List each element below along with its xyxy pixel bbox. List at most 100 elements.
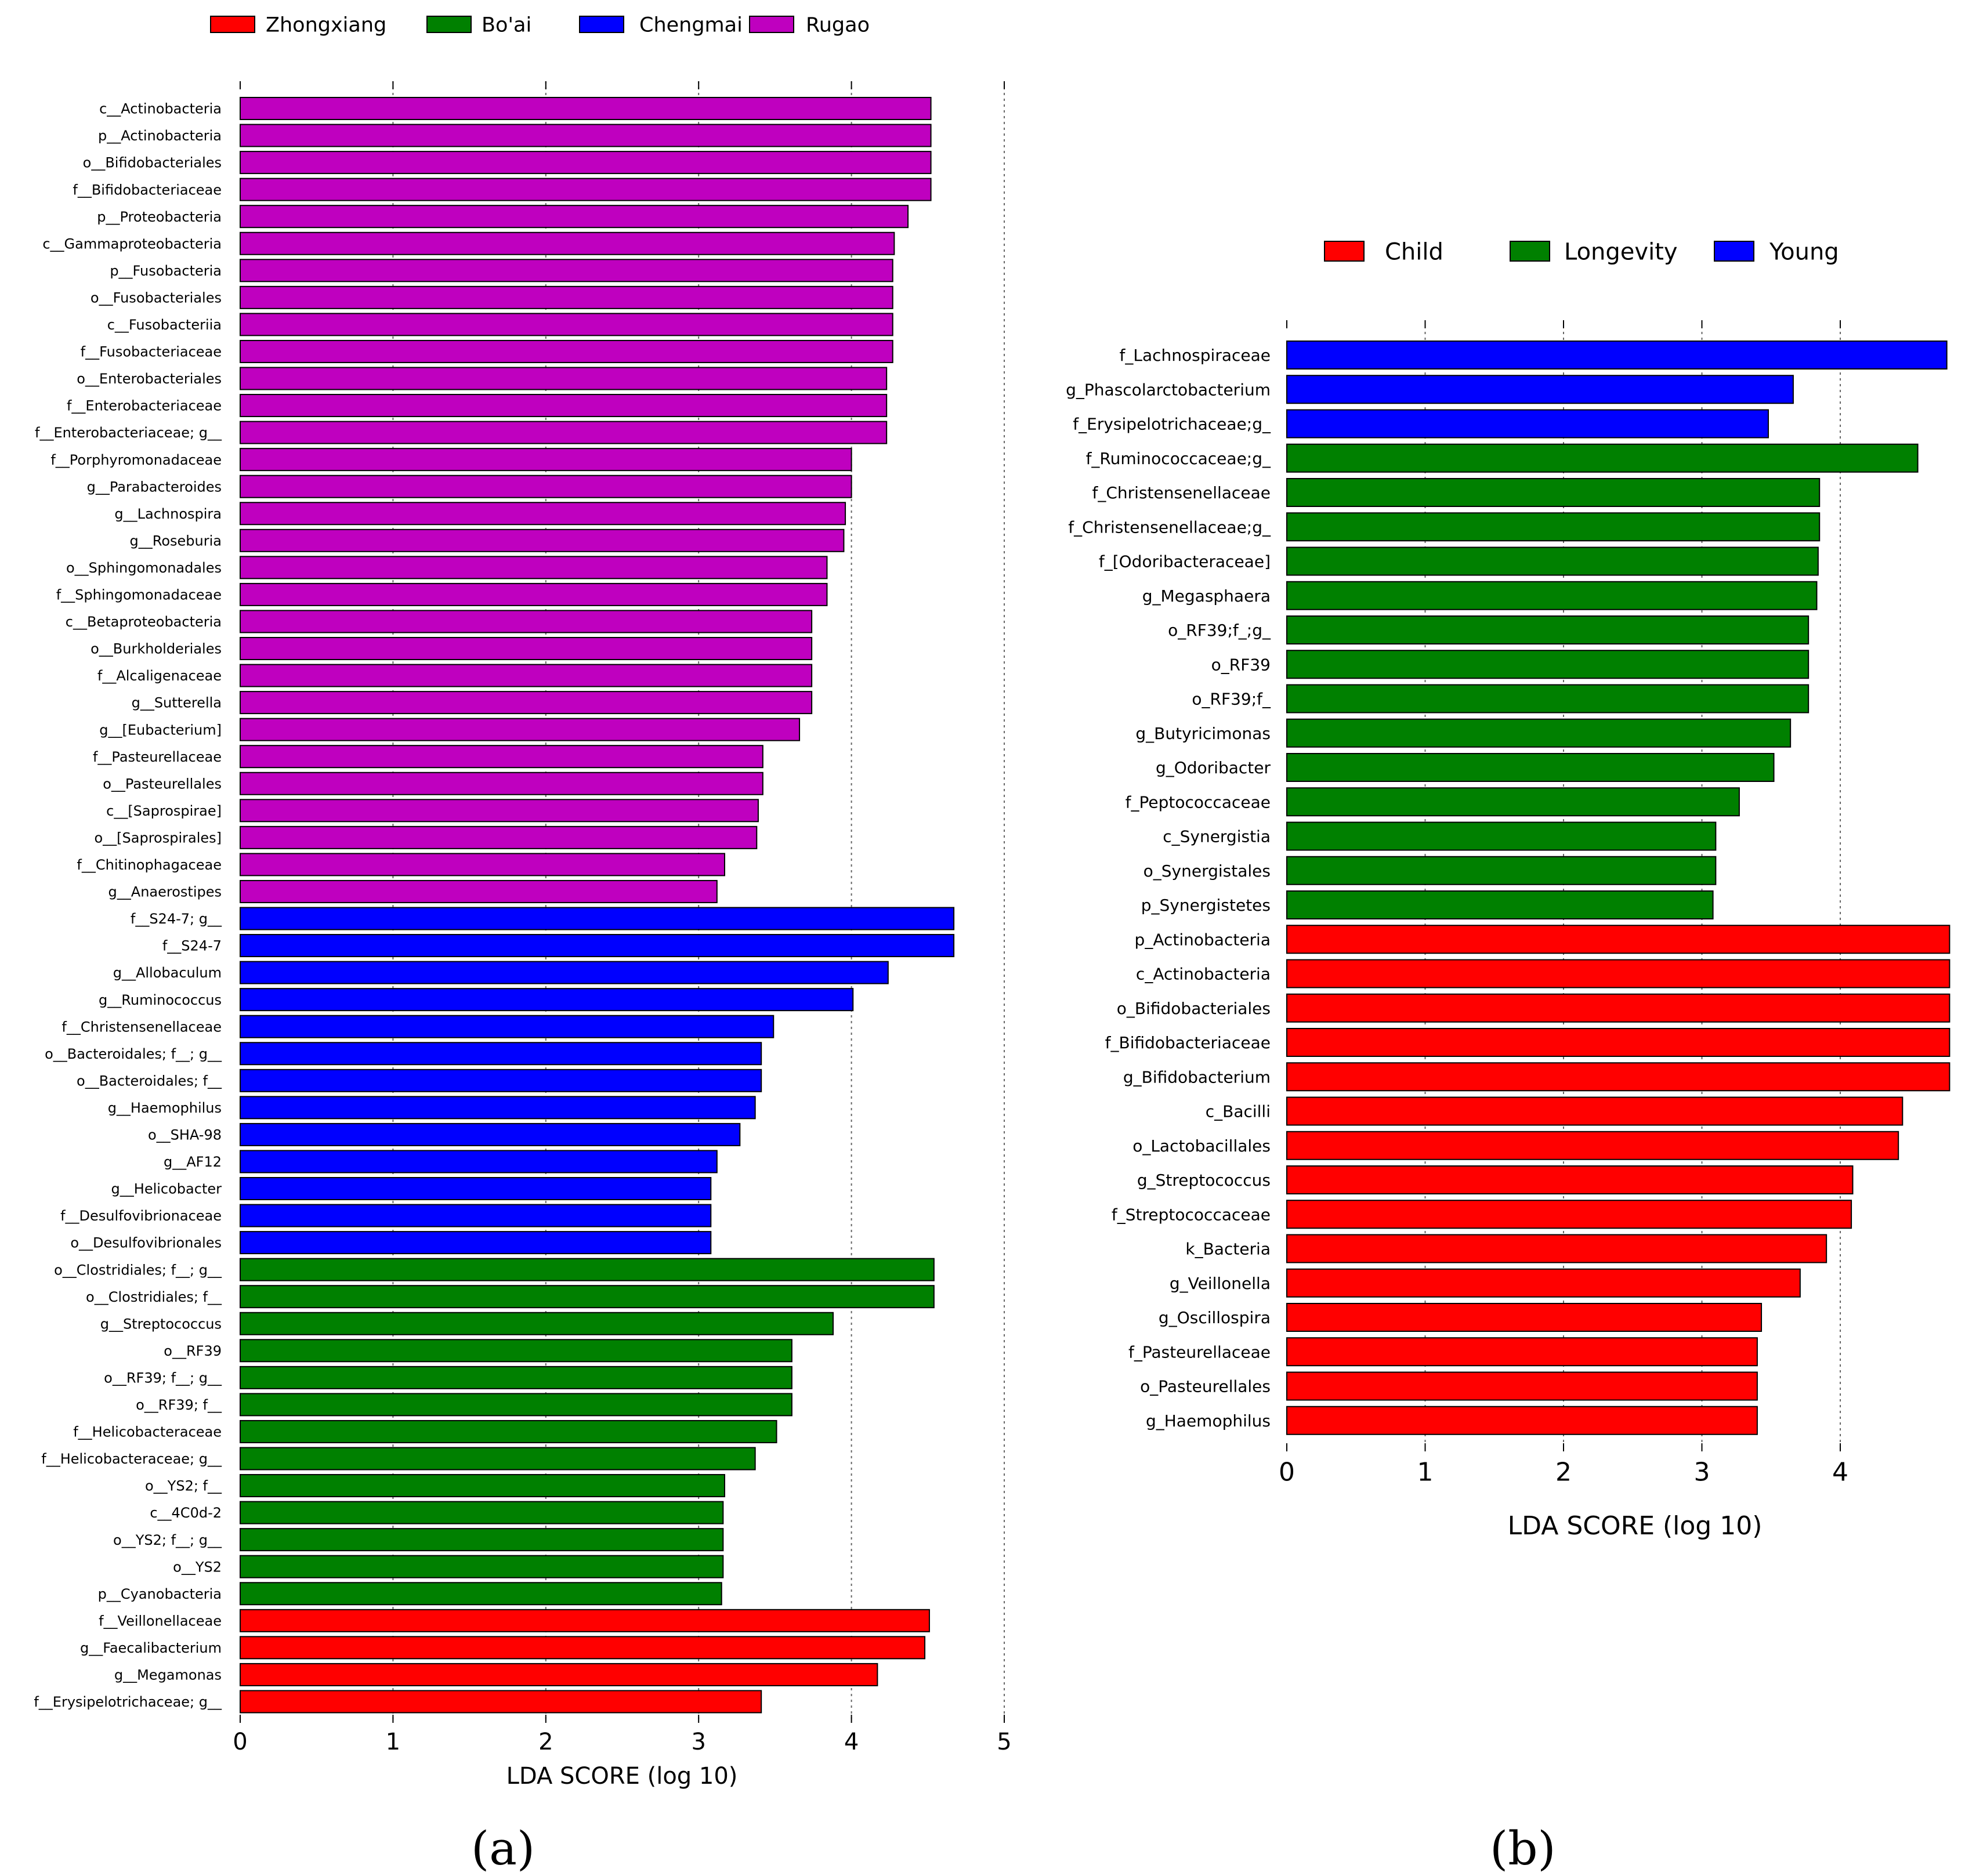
bar-label: f_Streptococcaceae [1112,1205,1271,1224]
bar-label: c_Bacilli [1206,1102,1271,1121]
bar-label: c__Fusobacteriia [107,317,222,333]
tick-label: 4 [1832,1458,1848,1487]
bar [1286,1131,1899,1160]
bar-label: o__YS2; f__ [145,1478,222,1494]
bar [1286,478,1821,507]
bar-label: c_Synergistia [1163,827,1271,846]
legend-swatch [1510,241,1550,262]
bar [1286,650,1810,679]
bar [1286,959,1950,988]
bar-label: f__Sphingomonadaceae [56,587,222,603]
bar [240,610,813,633]
bar-label: c_Actinobacteria [1136,965,1271,984]
legend-label: Rugao [806,14,870,37]
legend-swatch [1714,241,1754,262]
bar-label: g_Veillonella [1170,1274,1271,1293]
bar-label: o_RF39;f_ [1192,690,1271,709]
bar [240,907,955,930]
bar [240,582,828,606]
legend-swatch [426,16,472,33]
bar [1286,1268,1801,1298]
bar [240,934,955,958]
bar-label: f_Ruminococcaceae;g_ [1086,449,1271,468]
bar [1286,1406,1758,1435]
bar [1286,787,1740,817]
bar-label: f__Christensenellaceae [61,1019,222,1035]
bar [240,528,845,552]
bar [240,448,852,472]
bar-label: f__Erysipelotrichaceae; g__ [34,1694,222,1710]
bar [240,1231,712,1255]
bar [1286,684,1810,714]
legend-label: Longevity [1564,238,1678,265]
bar [1286,409,1769,439]
tick-label: 1 [1417,1458,1434,1487]
bar-label: o__YS2; f__; g__ [113,1532,222,1548]
bar [240,1150,718,1174]
bar-label: g__Ruminococcus [99,992,222,1008]
bar-label: g_Oscillospira [1159,1308,1271,1327]
bar-label: o__Clostridiales; f__ [86,1289,222,1305]
bar [240,961,889,984]
tick-label: 1 [386,1729,400,1755]
bar-label: o__[Saprospirales] [94,830,222,846]
bar-label: o__Pasteurellales [103,776,222,792]
bar [1286,890,1714,919]
bar-label: f__Bifidobacteriaceae [73,182,222,198]
bar [1286,581,1818,610]
bar-label: o__RF39; f__; g__ [104,1370,222,1386]
bar-label: o__Burkholderiales [91,641,222,657]
bar [240,1690,762,1714]
bar-label: f_Christensenellaceae [1092,483,1271,502]
bar-label: f__S24-7; g__ [131,911,222,927]
bar [240,988,854,1012]
bar [240,853,725,877]
bar [240,718,801,741]
bar-label: o__Bifidobacteriales [83,155,222,171]
bar-label: f__Alcaligenaceae [97,668,222,684]
bar [240,1204,712,1227]
bar-label: g_Streptococcus [1137,1171,1271,1190]
bar-label: o_Synergistales [1143,861,1271,881]
bar [1286,375,1794,404]
bar [240,1096,756,1120]
bar [240,285,893,309]
bar [240,879,718,903]
bar-label: g__Allobaculum [113,965,222,981]
bar-label: o__Sphingomonadales [66,560,222,576]
bar [240,1447,756,1471]
bar-label: f__Pasteurellaceae [93,749,222,765]
caption-a: (a) [471,1821,535,1875]
bar [240,1528,724,1552]
bar [240,1042,762,1066]
tick-label: 3 [691,1729,705,1755]
bar-label: g__Lachnospira [114,506,222,522]
bar-label: g_Haemophilus [1146,1411,1271,1430]
bar [240,394,888,418]
bar-label: p_Synergistetes [1141,896,1271,915]
bar [240,339,893,363]
bar [240,772,763,795]
bar-label: f__Fusobacteriaceae [81,344,222,360]
bar [1286,615,1810,644]
bar [1286,1165,1854,1194]
bar-label: p_Actinobacteria [1135,930,1271,949]
bar-label: g__Haemophilus [108,1100,222,1116]
legend-label: Child [1385,238,1443,265]
bar-label: k_Bacteria [1185,1240,1271,1259]
bar [240,691,813,715]
bar [240,259,893,283]
bar-label: o__Desulfovibrionales [70,1235,222,1251]
bar-label: c__Actinobacteria [99,101,222,117]
bar-label: g__Roseburia [130,533,222,549]
bar-label: c__4C0d-2 [150,1505,222,1521]
bar-label: f_Erysipelotrichaceae;g_ [1073,415,1271,434]
tick-label: 2 [1555,1458,1572,1487]
bar-label: o__RF39; f__ [136,1397,222,1413]
tick-label: 4 [844,1729,859,1755]
legend-label: Young [1769,238,1839,265]
bar [1286,753,1775,782]
bar [1286,1337,1758,1367]
x-axis-label: LDA SCORE (log 10) [506,1763,738,1790]
